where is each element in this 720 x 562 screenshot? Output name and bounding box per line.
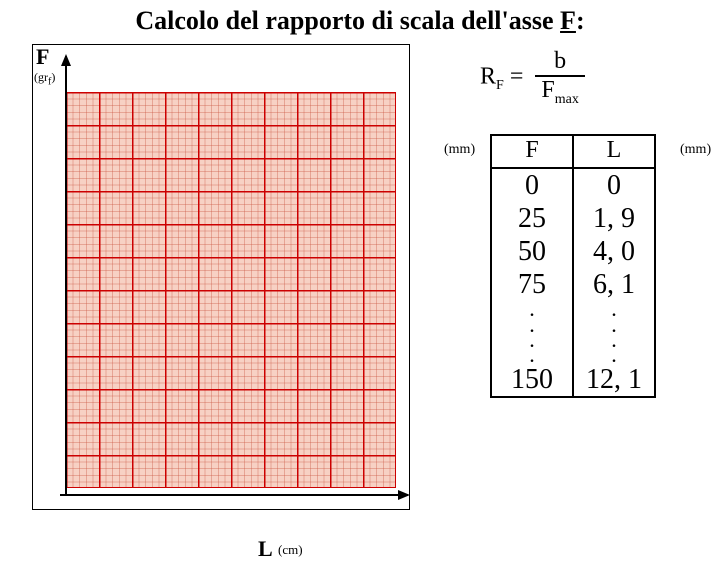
mm-unit-right: (mm) [680, 142, 711, 158]
cell-F: . [491, 347, 573, 362]
y-unit-close: ) [51, 70, 55, 84]
formula-R-sub: F [496, 78, 504, 93]
cell-F: 0 [491, 168, 573, 202]
y-axis-label: F [36, 44, 49, 70]
cell-F: 25 [491, 202, 573, 235]
grid [66, 92, 396, 488]
y-axis-arrow [65, 56, 67, 496]
table-row: .. [491, 332, 655, 347]
formula-den-sub: max [555, 92, 579, 107]
y-unit-open: (gr [34, 70, 48, 84]
mm-unit-left: (mm) [444, 142, 475, 158]
cell-F: 50 [491, 235, 573, 268]
x-axis-arrow [60, 494, 408, 496]
table-row: .. [491, 347, 655, 362]
table-row: .. [491, 317, 655, 332]
table-header-row: F L [491, 135, 655, 168]
formula-denominator: Fmax [535, 75, 584, 108]
cell-L: 12, 1 [573, 363, 655, 397]
y-axis-unit: (grf) [34, 70, 55, 87]
col-header-L: L [573, 135, 655, 168]
cell-F: 150 [491, 363, 573, 397]
table-row: .. [491, 301, 655, 316]
cell-L: 1, 9 [573, 202, 655, 235]
cell-L: . [573, 347, 655, 362]
cell-L: 4, 0 [573, 235, 655, 268]
col-header-F: F [491, 135, 573, 168]
formula-R: R [480, 63, 496, 89]
table-row: 15012, 1 [491, 363, 655, 397]
table-row: 756, 1 [491, 268, 655, 301]
graph-panel: F (grf) L (cm) [32, 44, 412, 514]
page-title: Calcolo del rapporto di scala dell'asse … [0, 6, 720, 36]
formula-eq: = [504, 63, 530, 89]
x-axis-unit: (cm) [278, 542, 303, 558]
table-row: 00 [491, 168, 655, 202]
formula: RF = b Fmax [480, 48, 585, 108]
title-text-pre: Calcolo del rapporto di scala dell'asse [135, 6, 560, 35]
cell-L: 0 [573, 168, 655, 202]
table-row: 251, 9 [491, 202, 655, 235]
formula-den-F: F [541, 77, 554, 103]
formula-numerator: b [535, 48, 584, 75]
slide: Calcolo del rapporto di scala dell'asse … [0, 0, 720, 540]
table-row: 504, 0 [491, 235, 655, 268]
data-table: F L 00251, 9504, 0756, 1........15012, 1 [490, 134, 656, 398]
title-axis: F [560, 6, 576, 35]
formula-fraction: b Fmax [535, 48, 584, 108]
title-text-post: : [576, 6, 585, 35]
